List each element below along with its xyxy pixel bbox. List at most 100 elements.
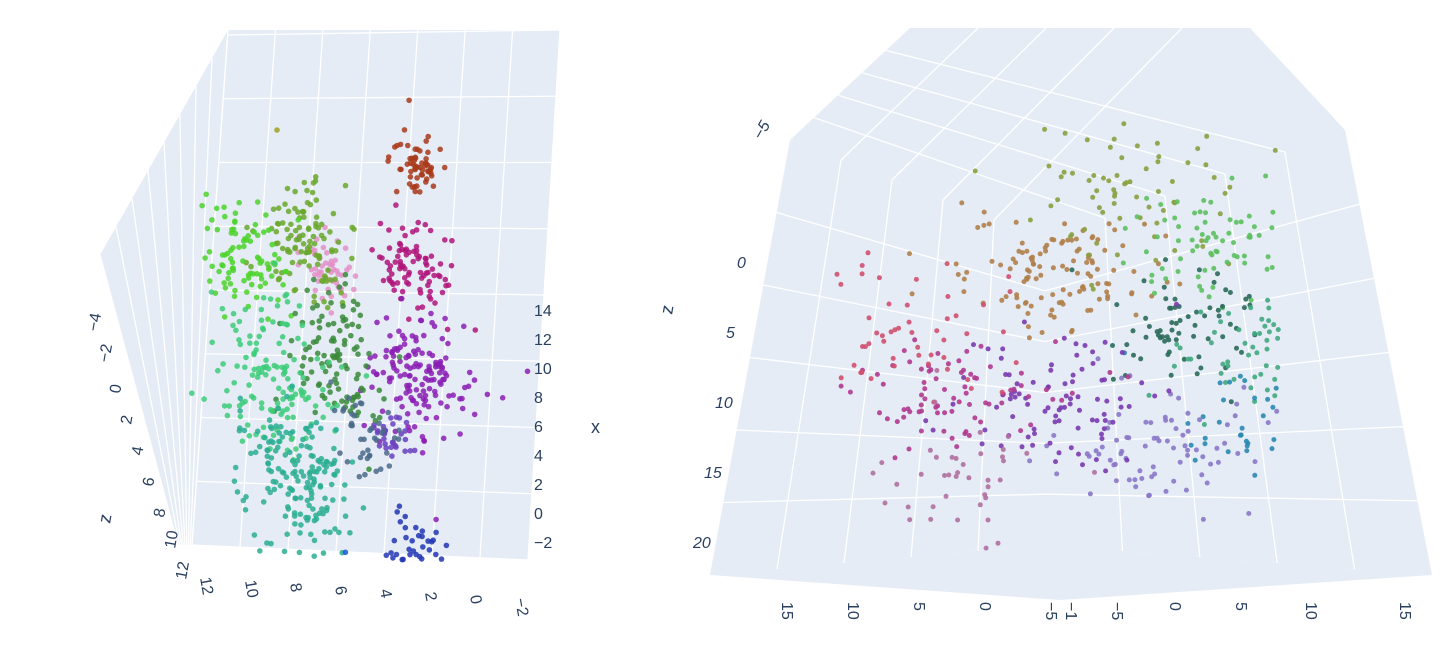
left-point-forest-green — [327, 389, 333, 395]
left-point-teal — [279, 469, 286, 475]
right-point-lavender — [1051, 433, 1057, 438]
right-point-sea-green — [1218, 319, 1224, 325]
left-point-pink — [328, 310, 335, 316]
left-point-teal — [294, 457, 301, 464]
right-point-lavender — [1204, 480, 1210, 486]
left-x-tick: 8 — [534, 390, 543, 407]
right-point-rose — [859, 271, 865, 277]
left-point-purple — [422, 397, 429, 404]
left-point-lime-green — [226, 270, 232, 276]
left-point-mint-green — [274, 303, 281, 309]
right-point-lavender — [1222, 440, 1228, 446]
right-point-purple — [1030, 442, 1036, 448]
left-point-navy-blue — [443, 542, 450, 549]
left-point-mint-green — [325, 401, 331, 408]
right-point-magenta — [945, 361, 951, 367]
right-point-green — [1270, 209, 1276, 215]
right-point-dark-teal — [1205, 336, 1211, 342]
left-point-teal — [260, 499, 267, 505]
right-point-rose — [965, 377, 971, 383]
right-point-magenta — [968, 371, 974, 377]
left-point-dark-red — [414, 146, 421, 153]
right-point-lavender — [1164, 438, 1170, 444]
left-point-teal — [310, 506, 316, 512]
left-point-magenta — [435, 272, 442, 279]
right-point-olive — [1200, 244, 1206, 249]
left-point-teal — [318, 425, 324, 432]
left-point-forest-green — [316, 325, 323, 331]
left-point-mint-green — [260, 424, 267, 431]
right-point-purple — [1166, 388, 1172, 394]
right-point-green — [1175, 269, 1181, 274]
right-point-magenta — [961, 367, 966, 373]
left-point-mint-green — [272, 260, 278, 267]
right-point-magenta — [963, 390, 969, 396]
right-point-sea-green — [1246, 352, 1252, 358]
left-point-teal — [331, 457, 338, 464]
right-point-brown — [1037, 251, 1043, 257]
left-point-olive-green — [312, 174, 319, 180]
left-point-violet — [402, 436, 409, 443]
left-point-mint-green — [334, 402, 341, 409]
right-point-sea-green — [1275, 364, 1281, 370]
right-point-brown — [1024, 275, 1030, 281]
left-point-lime-green — [204, 225, 211, 232]
right-point-purple — [1021, 319, 1027, 325]
right-point-dark-teal — [1196, 354, 1202, 360]
right-point-mauve — [953, 456, 959, 461]
left-point-purple — [379, 408, 386, 415]
right-point-teal-blue — [1192, 457, 1198, 463]
right-point-magenta — [918, 366, 924, 372]
right-point-purple — [1007, 396, 1013, 402]
right-point-mauve — [942, 473, 947, 478]
right-point-sea-green — [1212, 329, 1217, 335]
left-point-olive-green — [311, 240, 318, 247]
left-point-purple — [403, 390, 410, 396]
right-point-dark-teal — [1227, 290, 1233, 295]
left-point-forest-green — [349, 321, 356, 328]
right-point-magenta — [907, 359, 913, 365]
left-point-olive-green — [304, 249, 310, 255]
right-point-sea-green — [1248, 385, 1254, 391]
left-point-pink — [312, 271, 318, 278]
right-point-lavender — [1199, 472, 1205, 478]
right-point-rose — [851, 362, 857, 368]
right-point-green — [1248, 297, 1254, 303]
right-point-purple — [1117, 396, 1123, 402]
right-point-brown — [1105, 296, 1111, 302]
left-point-slate — [362, 471, 368, 478]
left-point-magenta — [406, 249, 413, 256]
right-point-mauve — [930, 504, 936, 510]
left-point-forest-green — [344, 323, 350, 329]
left-point-olive-green — [274, 220, 281, 227]
left-point-pink — [342, 245, 349, 251]
right-point-dark-teal — [1143, 334, 1149, 340]
left-point-slate — [386, 463, 393, 469]
left-point-lime-green — [207, 278, 213, 284]
right-point-lavender — [1252, 459, 1258, 465]
right-point-rose — [999, 389, 1005, 395]
right-point-olive — [1154, 140, 1160, 146]
right-point-olive — [1114, 252, 1120, 258]
right-point-lavender — [1169, 417, 1174, 423]
right-point-lavender — [1232, 413, 1238, 419]
right-point-mauve — [1000, 447, 1006, 452]
right-point-rose — [1007, 289, 1013, 295]
left-point-teal — [267, 489, 274, 496]
left-point-forest-green — [342, 281, 349, 287]
right-point-mauve — [1000, 454, 1005, 460]
left-point-lime-green — [222, 213, 228, 220]
right-point-green — [1226, 230, 1232, 236]
right-point-purple — [1090, 349, 1096, 355]
right-point-sea-green — [1208, 340, 1214, 346]
left-point-forest-green — [381, 396, 387, 402]
left-point-purple — [361, 422, 368, 429]
right-point-rose — [916, 352, 922, 358]
right-point-lavender — [1171, 478, 1177, 484]
right-point-brown — [1096, 296, 1102, 302]
left-z-tick: 10 — [162, 529, 182, 550]
right-point-olive — [1086, 178, 1092, 183]
